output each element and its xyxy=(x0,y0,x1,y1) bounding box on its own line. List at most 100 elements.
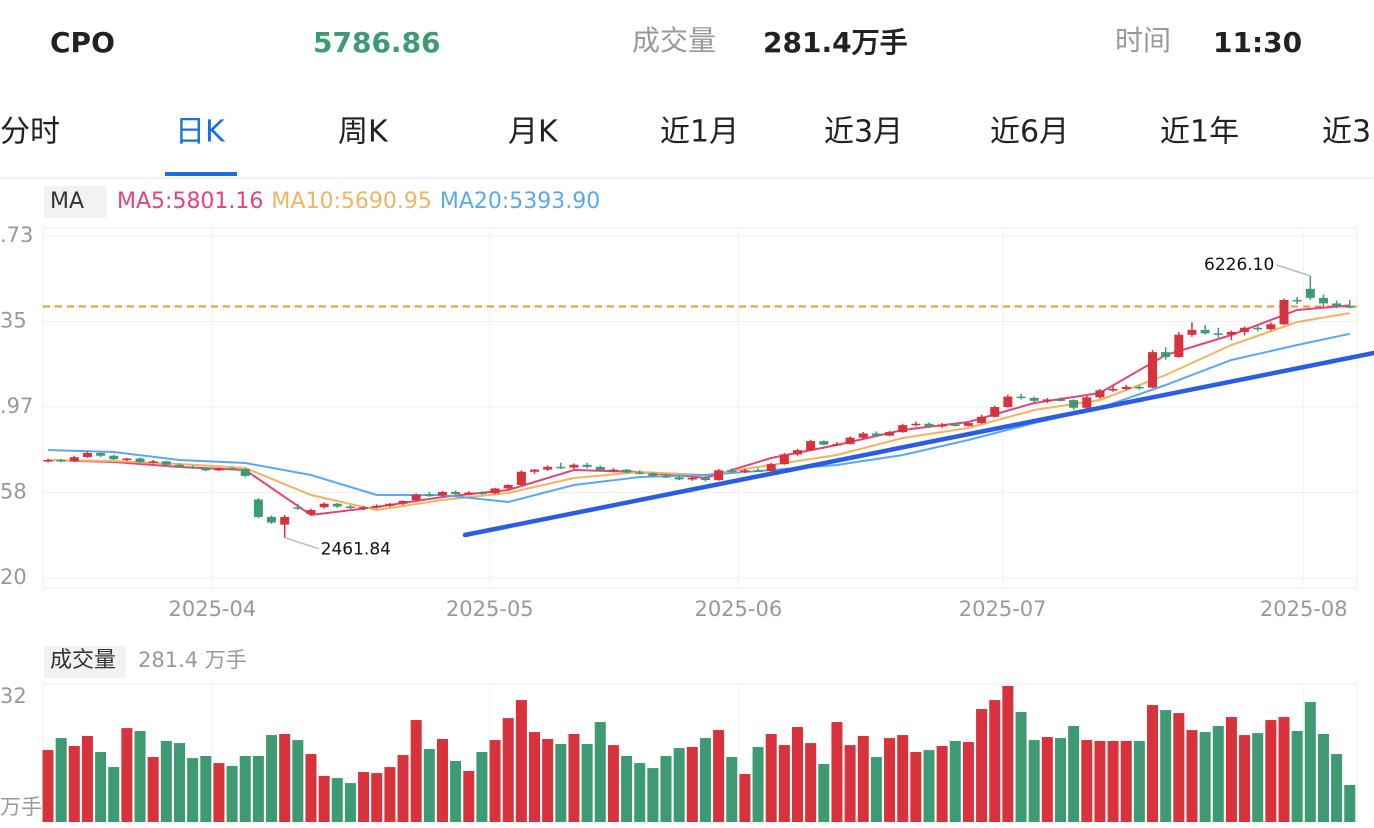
volume-value: 281.4 万手 xyxy=(138,648,247,672)
candle-body xyxy=(503,484,513,489)
volume-bar xyxy=(213,763,225,822)
volume-bar xyxy=(1068,725,1080,822)
candle-body xyxy=(1174,334,1184,357)
volume-bar xyxy=(121,728,133,822)
volume-bar xyxy=(555,744,567,822)
candle-body xyxy=(174,464,184,467)
candle-body xyxy=(832,443,842,446)
candle-body xyxy=(648,473,658,476)
candle-body xyxy=(556,466,566,469)
volume-bar xyxy=(1002,686,1014,822)
candle-body xyxy=(595,466,605,471)
price: 5786.86 xyxy=(313,26,441,59)
candle-body xyxy=(332,503,342,507)
volume-bar xyxy=(581,744,593,822)
volume-bar xyxy=(489,740,501,822)
candle-body xyxy=(898,425,908,433)
candle-body xyxy=(608,469,618,472)
candle-body xyxy=(490,488,500,494)
candle-body xyxy=(477,492,487,495)
candle-body xyxy=(530,469,540,472)
volume-bar xyxy=(699,738,711,822)
volume-title: 成交量 xyxy=(50,648,116,673)
candle-body xyxy=(1226,331,1236,335)
tab[interactable]: 周K xyxy=(338,115,389,150)
tab[interactable]: 近1年 xyxy=(1160,115,1239,150)
candle-body xyxy=(1266,324,1276,330)
tab[interactable]: 近3月 xyxy=(824,115,903,150)
volume-bar xyxy=(1054,738,1066,822)
ma-line xyxy=(47,304,1350,517)
candle-body xyxy=(1029,398,1039,401)
candle-body xyxy=(950,424,960,426)
volume-bar xyxy=(752,747,764,822)
tab[interactable]: 分时 xyxy=(0,115,60,150)
volume-bar xyxy=(1028,740,1040,822)
volume-bar xyxy=(1252,733,1264,822)
tab[interactable]: 近1月 xyxy=(660,115,739,150)
volume: 281.4万手 xyxy=(763,26,908,59)
volume-bar xyxy=(1094,740,1106,822)
volume-bar xyxy=(134,730,146,822)
candle-body xyxy=(306,509,316,515)
volume-bar xyxy=(765,734,777,822)
candle-body xyxy=(963,423,973,426)
candle-body xyxy=(622,469,632,473)
candle-body xyxy=(543,466,553,470)
candle-body xyxy=(214,468,224,471)
tab[interactable]: 月K xyxy=(508,115,559,150)
trend-line xyxy=(462,350,1374,538)
volume-bar xyxy=(358,772,370,822)
legend-entry: MA5:5801.16 xyxy=(117,189,263,214)
volume-bar xyxy=(673,748,685,822)
candle-body xyxy=(109,455,119,460)
volume-bar xyxy=(1291,730,1303,822)
candle-body xyxy=(451,491,461,494)
volume-bar xyxy=(542,739,554,822)
volume-bar xyxy=(962,742,974,822)
candle-body xyxy=(806,441,816,451)
volume-bar xyxy=(1147,705,1159,822)
time-label: 时间 xyxy=(1115,24,1171,57)
volume-bar xyxy=(647,768,659,822)
volume-bar xyxy=(1304,702,1316,822)
candle-body xyxy=(977,416,987,424)
x-tick-label: 2025-04 xyxy=(168,597,256,621)
y-tick-label: .97 xyxy=(0,394,33,418)
candle-body xyxy=(201,468,211,471)
volume-bar xyxy=(1331,754,1343,822)
candle-body xyxy=(1042,399,1052,401)
volume-bar xyxy=(502,718,514,822)
candle-body xyxy=(267,516,277,523)
volume-bar xyxy=(1160,710,1172,822)
candle-body xyxy=(1279,299,1289,325)
volume-bar xyxy=(423,749,435,822)
tab[interactable]: 近6月 xyxy=(990,115,1069,150)
tab[interactable]: 近3 xyxy=(1322,115,1371,150)
volume-bar xyxy=(607,745,619,822)
volume-label: 成交量 xyxy=(632,24,716,57)
tab[interactable]: 日K xyxy=(175,115,226,150)
volume-bar xyxy=(68,745,80,822)
volume-bar xyxy=(568,734,580,822)
candle-body xyxy=(727,470,737,472)
volume-bar xyxy=(187,758,199,822)
candle-body xyxy=(1187,329,1197,335)
volume-tick-label: 32 xyxy=(0,684,27,708)
volume-bar xyxy=(634,763,646,822)
candle-body xyxy=(96,452,106,456)
candle-body xyxy=(1082,397,1092,408)
volume-bar xyxy=(870,757,882,822)
candle-body xyxy=(793,450,803,455)
annotation-leader xyxy=(284,536,319,550)
candle-body xyxy=(845,437,855,444)
candle-body xyxy=(753,470,763,472)
volume-bar xyxy=(1225,717,1237,822)
volume-bar xyxy=(976,709,988,822)
volume-bar xyxy=(305,754,317,822)
volume-bar xyxy=(226,765,238,822)
volume-bar xyxy=(1081,740,1093,822)
volume-bar xyxy=(1239,735,1251,822)
volume-bar xyxy=(949,740,961,822)
volume-bar xyxy=(857,735,869,822)
